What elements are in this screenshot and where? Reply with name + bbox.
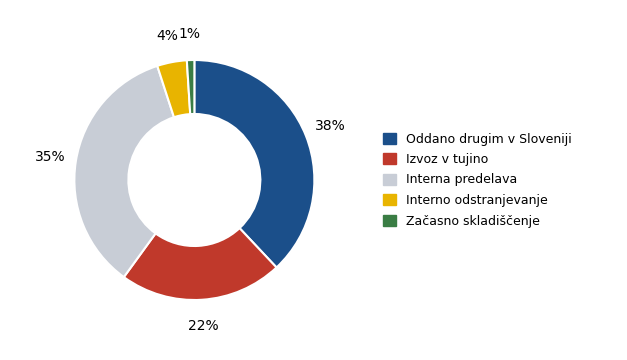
Wedge shape xyxy=(194,60,314,267)
Text: 35%: 35% xyxy=(34,150,65,164)
Text: 38%: 38% xyxy=(315,119,346,133)
Wedge shape xyxy=(187,60,194,114)
Wedge shape xyxy=(157,60,190,117)
Text: 4%: 4% xyxy=(156,29,178,43)
Wedge shape xyxy=(124,228,277,300)
Wedge shape xyxy=(75,66,174,277)
Text: 22%: 22% xyxy=(188,319,219,333)
Legend: Oddano drugim v Sloveniji, Izvoz v tujino, Interna predelava, Interno odstranjev: Oddano drugim v Sloveniji, Izvoz v tujin… xyxy=(383,132,571,228)
Text: 1%: 1% xyxy=(179,27,201,41)
